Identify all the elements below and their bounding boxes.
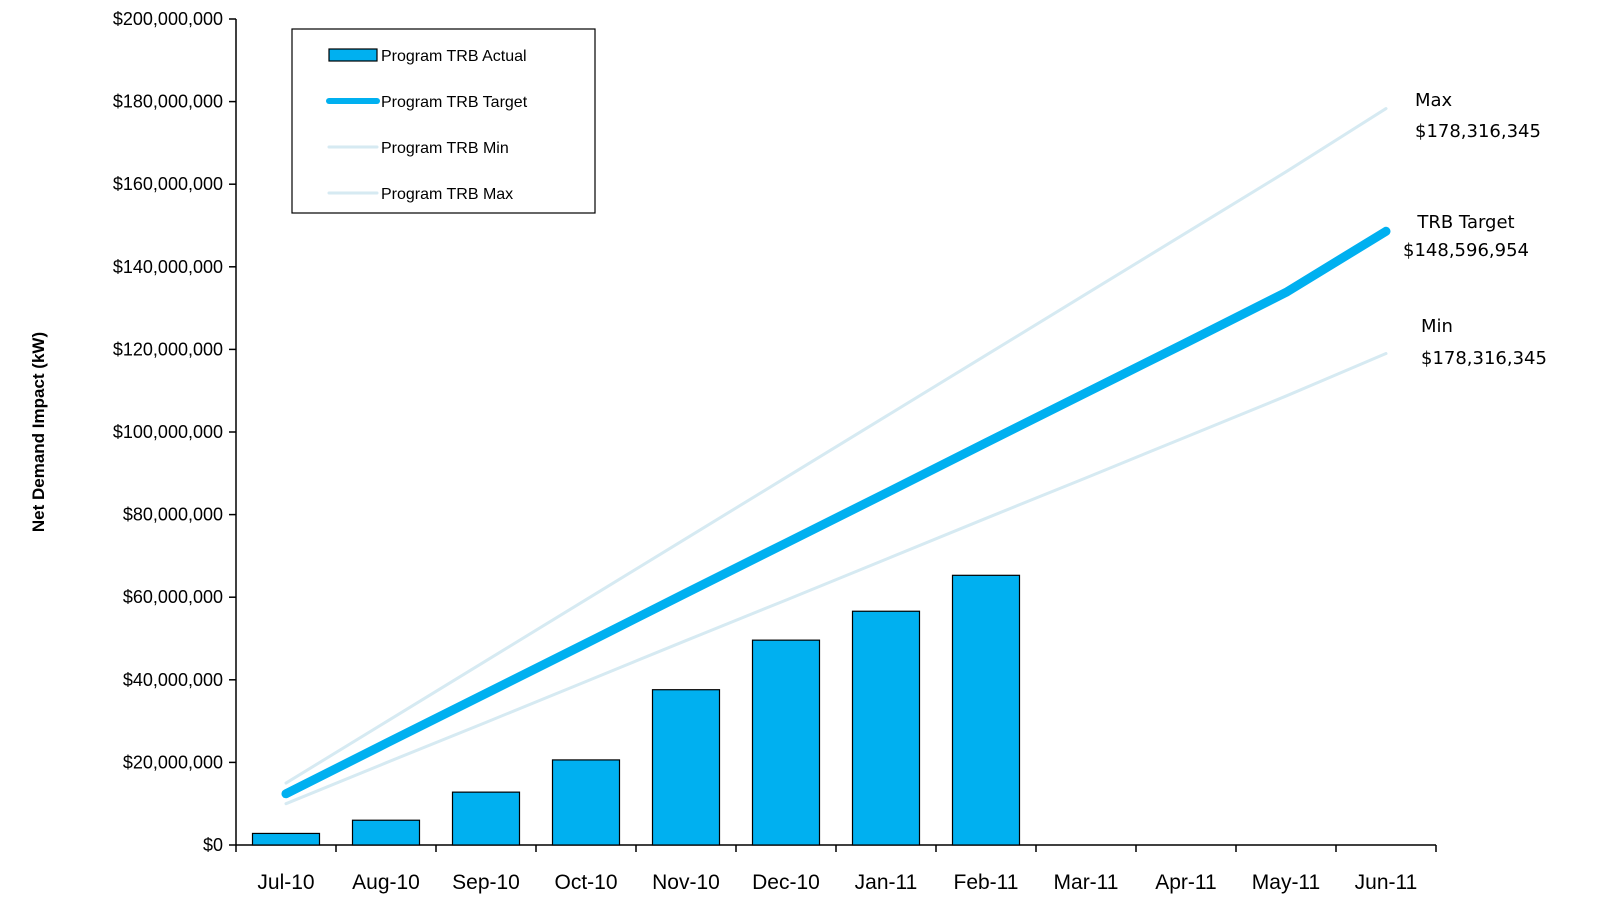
annotation-target-value: $148,596,954 [1403, 240, 1529, 261]
legend-label: Program TRB Actual [381, 48, 527, 65]
bar [651, 689, 721, 846]
legend-label: Program TRB Max [381, 186, 513, 203]
bar [451, 791, 521, 846]
line-series-max [284, 107, 1388, 785]
annotation-max-value: $178,316,345 [1415, 121, 1541, 142]
x-tick-label: Sep-10 [452, 871, 520, 894]
x-tick-label: Nov-10 [652, 871, 720, 894]
annotation-target-label: TRB Target [1416, 212, 1514, 233]
x-tick-label: Jun-11 [1355, 871, 1418, 894]
bar [851, 610, 921, 846]
x-tick-label: Feb-11 [954, 871, 1019, 894]
y-tick-label: $0 [203, 835, 223, 855]
legend-label: Program TRB Min [381, 140, 509, 157]
x-tick-label: Jul-10 [257, 871, 314, 894]
y-axis-title: Net Demand Impact (kW) [29, 332, 48, 532]
x-tick-label: May-11 [1252, 871, 1320, 894]
bar [251, 832, 321, 846]
x-tick-label: Mar-11 [1054, 871, 1119, 894]
line-series-min [284, 352, 1388, 806]
y-tick-label: $20,000,000 [123, 752, 223, 772]
annotation-min-value: $178,316,345 [1421, 348, 1547, 369]
y-tick-label: $40,000,000 [123, 670, 223, 690]
y-tick-label: $140,000,000 [113, 257, 223, 277]
y-tick-label: $60,000,000 [123, 587, 223, 607]
y-tick-label: $200,000,000 [113, 9, 223, 29]
annotations: Max $178,316,345 TRB Target $148,596,954 Min… [1403, 90, 1547, 369]
bar [351, 819, 421, 846]
bar [951, 574, 1021, 846]
bar [551, 759, 621, 846]
axes [229, 18, 1437, 852]
y-tick-label: $180,000,000 [113, 92, 223, 112]
x-tick-label: Dec-10 [752, 871, 820, 894]
x-tick-label: Jan-11 [855, 871, 918, 894]
x-tick-label: Apr-11 [1155, 871, 1216, 894]
legend-swatch-actual [328, 48, 378, 62]
x-tick-label: Aug-10 [352, 871, 420, 894]
bar [751, 639, 821, 846]
x-tick-label: Oct-10 [554, 871, 617, 894]
legend: Program TRB Actual Program TRB Target Prog… [291, 28, 596, 214]
y-tick-label: $100,000,000 [113, 422, 223, 442]
y-tick-label: $160,000,000 [113, 174, 223, 194]
y-tick-label: $80,000,000 [123, 505, 223, 525]
line-series [281, 107, 1391, 806]
y-tick-label: $120,000,000 [113, 339, 223, 359]
line-series-target [281, 226, 1391, 799]
annotation-min-label: Min [1421, 316, 1453, 337]
annotation-max-label: Max [1415, 90, 1453, 111]
legend-label: Program TRB Target [381, 94, 528, 111]
tick-labels: $0 $20,000,000 $40,000,000 $60,000,000 $80,0… [29, 9, 1417, 894]
bar-series [251, 574, 1021, 846]
